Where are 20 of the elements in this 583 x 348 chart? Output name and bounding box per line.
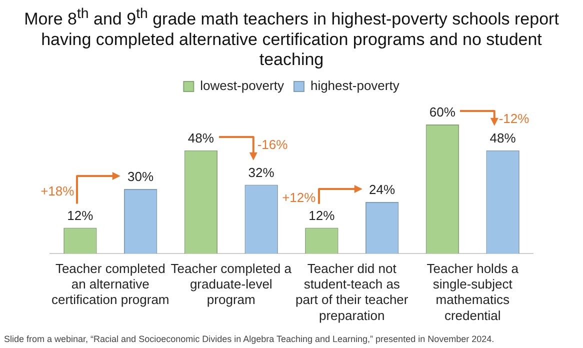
data-label: 12% — [308, 208, 336, 223]
annotation: +12% — [282, 190, 316, 205]
data-label: 24% — [369, 182, 396, 197]
legend-label: lowest-poverty — [200, 78, 284, 93]
data-label: 30% — [128, 168, 154, 184]
annotation: +18% — [40, 183, 75, 198]
data-label: 32% — [248, 164, 275, 180]
chart-title: More 8$^{th}$ and 9$^{th}$ grade math teachers in highest-poverty schools report having completed alternative certification programs and no student teaching — [23, 5, 560, 70]
x-tick-label: Teacher holds a single-subject mathematics credential — [426, 260, 520, 322]
x-tick-label: Teacher completed a graduate-level program — [170, 260, 292, 307]
data-label: 48% — [490, 130, 516, 146]
x-tick-label: Teacher completed an alternative certification program — [51, 260, 170, 307]
data-label: 12% — [67, 208, 94, 223]
annotation: -12% — [498, 110, 530, 126]
annotation: -16% — [257, 136, 288, 152]
legend-label: highest-poverty — [310, 78, 400, 93]
data-label: 60% — [429, 104, 456, 120]
data-label: 48% — [188, 130, 214, 146]
text: Slide from a webinar, “Racial and Socioeconomic Divides in Algebra Teaching and Learning,” presented in November 2024. — [3, 332, 496, 346]
x-tick-label: Teacher did not student-teach as part of their teacher preparation — [296, 260, 409, 322]
